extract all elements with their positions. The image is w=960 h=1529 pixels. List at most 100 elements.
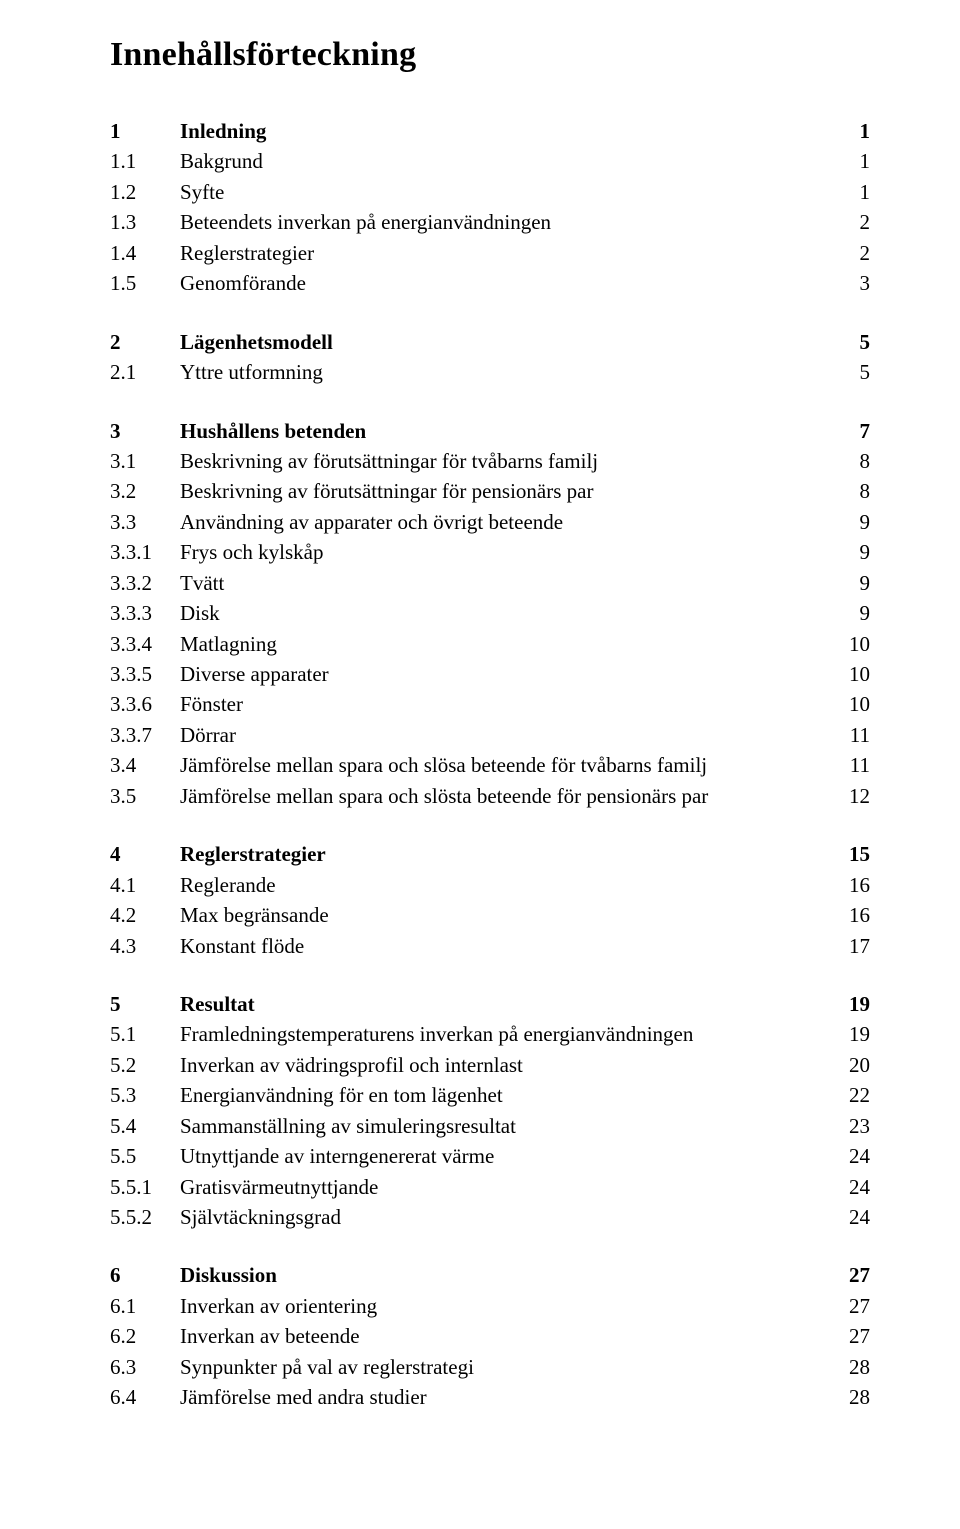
toc-entry-page: 28 (830, 1382, 870, 1412)
toc-entry-number: 3.2 (110, 476, 180, 506)
toc-entry-page: 5 (830, 327, 870, 357)
toc-entry-label: Resultat (180, 989, 830, 1019)
toc-entry-number: 5.5 (110, 1141, 180, 1171)
toc-row: 6.2Inverkan av beteende27 (110, 1321, 870, 1351)
toc-row: 4.2Max begränsande16 (110, 900, 870, 930)
toc-entry-label: Inverkan av orientering (180, 1291, 830, 1321)
toc-row: 3.3.4Matlagning10 (110, 629, 870, 659)
toc-entry-page: 7 (830, 416, 870, 446)
toc-entry-number: 6.1 (110, 1291, 180, 1321)
toc-entry-label: Jämförelse mellan spara och slösta betee… (180, 781, 830, 811)
toc-entry-label: Beskrivning av förutsättningar för pensi… (180, 476, 830, 506)
toc-entry-page: 19 (830, 1019, 870, 1049)
document-page: Innehållsförteckning 1Inledning11.1Bakgr… (0, 0, 960, 1529)
toc-entry-page: 2 (830, 207, 870, 237)
toc-entry-page: 16 (830, 900, 870, 930)
toc-entry-page: 9 (830, 507, 870, 537)
toc-entry-number: 3.3.6 (110, 689, 180, 719)
toc-entry-number: 4.3 (110, 931, 180, 961)
toc-entry-label: Lägenhetsmodell (180, 327, 830, 357)
toc-entry-label: Hushållens betenden (180, 416, 830, 446)
toc-entry-number: 2 (110, 327, 180, 357)
toc-entry-label: Självtäckningsgrad (180, 1202, 830, 1232)
toc-entry-number: 6.4 (110, 1382, 180, 1412)
toc-section: 4Reglerstrategier154.1Reglerande164.2Max… (110, 839, 870, 961)
toc-entry-page: 23 (830, 1111, 870, 1141)
toc-entry-page: 16 (830, 870, 870, 900)
toc-entry-page: 1 (830, 116, 870, 146)
toc-entry-number: 5.1 (110, 1019, 180, 1049)
toc-row: 3.3Användning av apparater och övrigt be… (110, 507, 870, 537)
toc-entry-number: 1.5 (110, 268, 180, 298)
toc-entry-page: 17 (830, 931, 870, 961)
toc-entry-number: 5.5.2 (110, 1202, 180, 1232)
toc-entry-number: 3.1 (110, 446, 180, 476)
document-title: Innehållsförteckning (110, 36, 870, 74)
toc-row: 6.3Synpunkter på val av reglerstrategi28 (110, 1352, 870, 1382)
toc-entry-label: Genomförande (180, 268, 830, 298)
toc-row: 3.4Jämförelse mellan spara och slösa bet… (110, 750, 870, 780)
toc-row: 2.1Yttre utformning5 (110, 357, 870, 387)
toc-entry-label: Inverkan av beteende (180, 1321, 830, 1351)
toc-entry-number: 2.1 (110, 357, 180, 387)
toc-entry-number: 1.2 (110, 177, 180, 207)
toc-row: 1.1Bakgrund1 (110, 146, 870, 176)
toc-entry-label: Fönster (180, 689, 830, 719)
toc-row: 6.1Inverkan av orientering27 (110, 1291, 870, 1321)
toc-entry-number: 5.5.1 (110, 1172, 180, 1202)
toc-row: 1.5Genomförande3 (110, 268, 870, 298)
toc-entry-number: 4.2 (110, 900, 180, 930)
toc-row: 5.5.2Självtäckningsgrad24 (110, 1202, 870, 1232)
toc-row: 5.5Utnyttjande av interngenererat värme2… (110, 1141, 870, 1171)
toc-entry-number: 1.4 (110, 238, 180, 268)
toc-entry-number: 6 (110, 1260, 180, 1290)
toc-entry-number: 3.3.3 (110, 598, 180, 628)
table-of-contents: 1Inledning11.1Bakgrund11.2Syfte11.3Betee… (110, 116, 870, 1413)
toc-entry-label: Max begränsande (180, 900, 830, 930)
toc-entry-page: 12 (830, 781, 870, 811)
toc-row: 3.3.3Disk9 (110, 598, 870, 628)
toc-entry-number: 3.3.7 (110, 720, 180, 750)
toc-entry-number: 5 (110, 989, 180, 1019)
toc-entry-page: 8 (830, 446, 870, 476)
toc-entry-page: 9 (830, 568, 870, 598)
toc-row: 4.3Konstant flöde17 (110, 931, 870, 961)
toc-entry-number: 6.2 (110, 1321, 180, 1351)
toc-entry-label: Beskrivning av förutsättningar för tvåba… (180, 446, 830, 476)
toc-entry-page: 24 (830, 1202, 870, 1232)
toc-entry-label: Dörrar (180, 720, 830, 750)
toc-entry-page: 1 (830, 177, 870, 207)
toc-entry-page: 20 (830, 1050, 870, 1080)
toc-entry-page: 11 (830, 750, 870, 780)
toc-row: 3.3.5Diverse apparater10 (110, 659, 870, 689)
toc-entry-number: 4 (110, 839, 180, 869)
toc-entry-number: 5.4 (110, 1111, 180, 1141)
toc-entry-label: Synpunkter på val av reglerstrategi (180, 1352, 830, 1382)
toc-entry-number: 3.3.2 (110, 568, 180, 598)
toc-entry-number: 5.2 (110, 1050, 180, 1080)
toc-entry-number: 4.1 (110, 870, 180, 900)
toc-entry-page: 10 (830, 689, 870, 719)
toc-entry-number: 3.3.5 (110, 659, 180, 689)
toc-entry-label: Jämförelse mellan spara och slösa beteen… (180, 750, 830, 780)
toc-entry-label: Disk (180, 598, 830, 628)
toc-entry-label: Bakgrund (180, 146, 830, 176)
toc-section: 3Hushållens betenden73.1Beskrivning av f… (110, 416, 870, 812)
toc-entry-label: Konstant flöde (180, 931, 830, 961)
toc-entry-label: Sammanställning av simuleringsresultat (180, 1111, 830, 1141)
toc-row: 3.2Beskrivning av förutsättningar för pe… (110, 476, 870, 506)
toc-row: 4.1Reglerande16 (110, 870, 870, 900)
toc-row: 5.3Energianvändning för en tom lägenhet2… (110, 1080, 870, 1110)
toc-entry-page: 5 (830, 357, 870, 387)
toc-entry-label: Användning av apparater och övrigt betee… (180, 507, 830, 537)
toc-entry-page: 27 (830, 1321, 870, 1351)
toc-entry-label: Gratisvärmeutnyttjande (180, 1172, 830, 1202)
toc-row: 5.4Sammanställning av simuleringsresulta… (110, 1111, 870, 1141)
toc-entry-page: 3 (830, 268, 870, 298)
toc-entry-page: 15 (830, 839, 870, 869)
toc-row: 1Inledning1 (110, 116, 870, 146)
toc-entry-page: 9 (830, 537, 870, 567)
toc-entry-number: 5.3 (110, 1080, 180, 1110)
toc-entry-number: 1 (110, 116, 180, 146)
toc-entry-page: 19 (830, 989, 870, 1019)
